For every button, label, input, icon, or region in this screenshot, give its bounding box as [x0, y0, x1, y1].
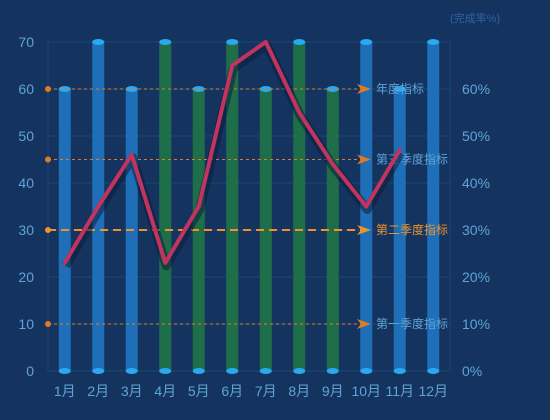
- markline-label: 第三季度指标: [376, 152, 448, 167]
- y2-tick-label: 10%: [462, 316, 490, 332]
- bar: [226, 42, 239, 371]
- x-tick-label: 8月: [288, 383, 310, 399]
- y-tick-label: 60: [18, 81, 34, 97]
- y-tick-label: 20: [18, 269, 34, 285]
- bar-bottom-cap: [226, 368, 239, 374]
- bar-bottom-cap: [125, 368, 138, 374]
- y2-axis-unit-label: (完成率%): [450, 11, 500, 25]
- bar-bottom-cap: [393, 368, 406, 374]
- bar: [259, 89, 272, 371]
- bar-bottom-cap: [159, 368, 172, 374]
- y2-tick-label: 60%: [462, 81, 490, 97]
- bar-bottom-cap: [326, 368, 339, 374]
- y2-tick-label: 40%: [462, 175, 490, 191]
- markline-arrow: [357, 84, 371, 94]
- markline-arrow: [357, 225, 371, 235]
- y-tick-label: 30: [18, 222, 34, 238]
- y2-tick-label: 50%: [462, 128, 490, 144]
- x-tick-label: 10月: [351, 383, 381, 399]
- markline-label: 年度指标: [376, 81, 424, 96]
- bar-bottom-cap: [58, 368, 71, 374]
- y-tick-label: 50: [18, 128, 34, 144]
- bar-bottom-cap: [192, 368, 205, 374]
- bar-top-cap: [293, 39, 306, 45]
- y-tick-label: 40: [18, 175, 34, 191]
- x-tick-label: 3月: [121, 383, 143, 399]
- bar-top-cap: [427, 39, 440, 45]
- x-tick-label: 4月: [154, 383, 176, 399]
- x-tick-label: 5月: [188, 383, 210, 399]
- bar-top-cap: [58, 86, 71, 92]
- axes: 0 10 20 30 40 50 60 70 0% 10% 20% 30% 40% 50% 60% 1月 2月 3…: [18, 34, 490, 399]
- bar-top-cap: [92, 39, 105, 45]
- markline-label: 第二季度指标: [376, 222, 448, 237]
- bar-top-cap: [125, 86, 138, 92]
- x-tick-label: 6月: [221, 383, 243, 399]
- y2-tick-label: 0%: [462, 363, 482, 379]
- bar-top-cap: [393, 86, 406, 92]
- y-tick-label: 0: [26, 363, 34, 379]
- bar-top-cap: [159, 39, 172, 45]
- x-tick-label: 7月: [255, 383, 277, 399]
- bar-bottom-cap: [92, 368, 105, 374]
- bar-bottom-cap: [293, 368, 306, 374]
- y2-tick-label: 20%: [462, 269, 490, 285]
- bar: [427, 42, 440, 371]
- markline-label: 第一季度指标: [376, 316, 448, 331]
- line-series: [61, 40, 405, 271]
- markline-arrow: [357, 319, 371, 329]
- x-tick-label: 2月: [87, 383, 109, 399]
- bar: [159, 42, 172, 371]
- y-tick-label: 70: [18, 34, 34, 50]
- bar-top-cap: [226, 39, 239, 45]
- x-tick-label: 11月: [385, 383, 414, 399]
- bar-bottom-cap: [427, 368, 440, 374]
- markline-arrow: [357, 154, 371, 165]
- bar-bottom-cap: [360, 368, 373, 374]
- x-tick-label: 12月: [418, 383, 448, 399]
- y-tick-label: 10: [18, 316, 34, 332]
- bar: [293, 42, 306, 371]
- y2-tick-label: 30%: [462, 222, 490, 238]
- bar-bottom-cap: [259, 368, 272, 374]
- x-tick-label: 1月: [54, 383, 76, 399]
- bar-top-cap: [360, 39, 373, 45]
- x-tick-label: 9月: [322, 383, 344, 399]
